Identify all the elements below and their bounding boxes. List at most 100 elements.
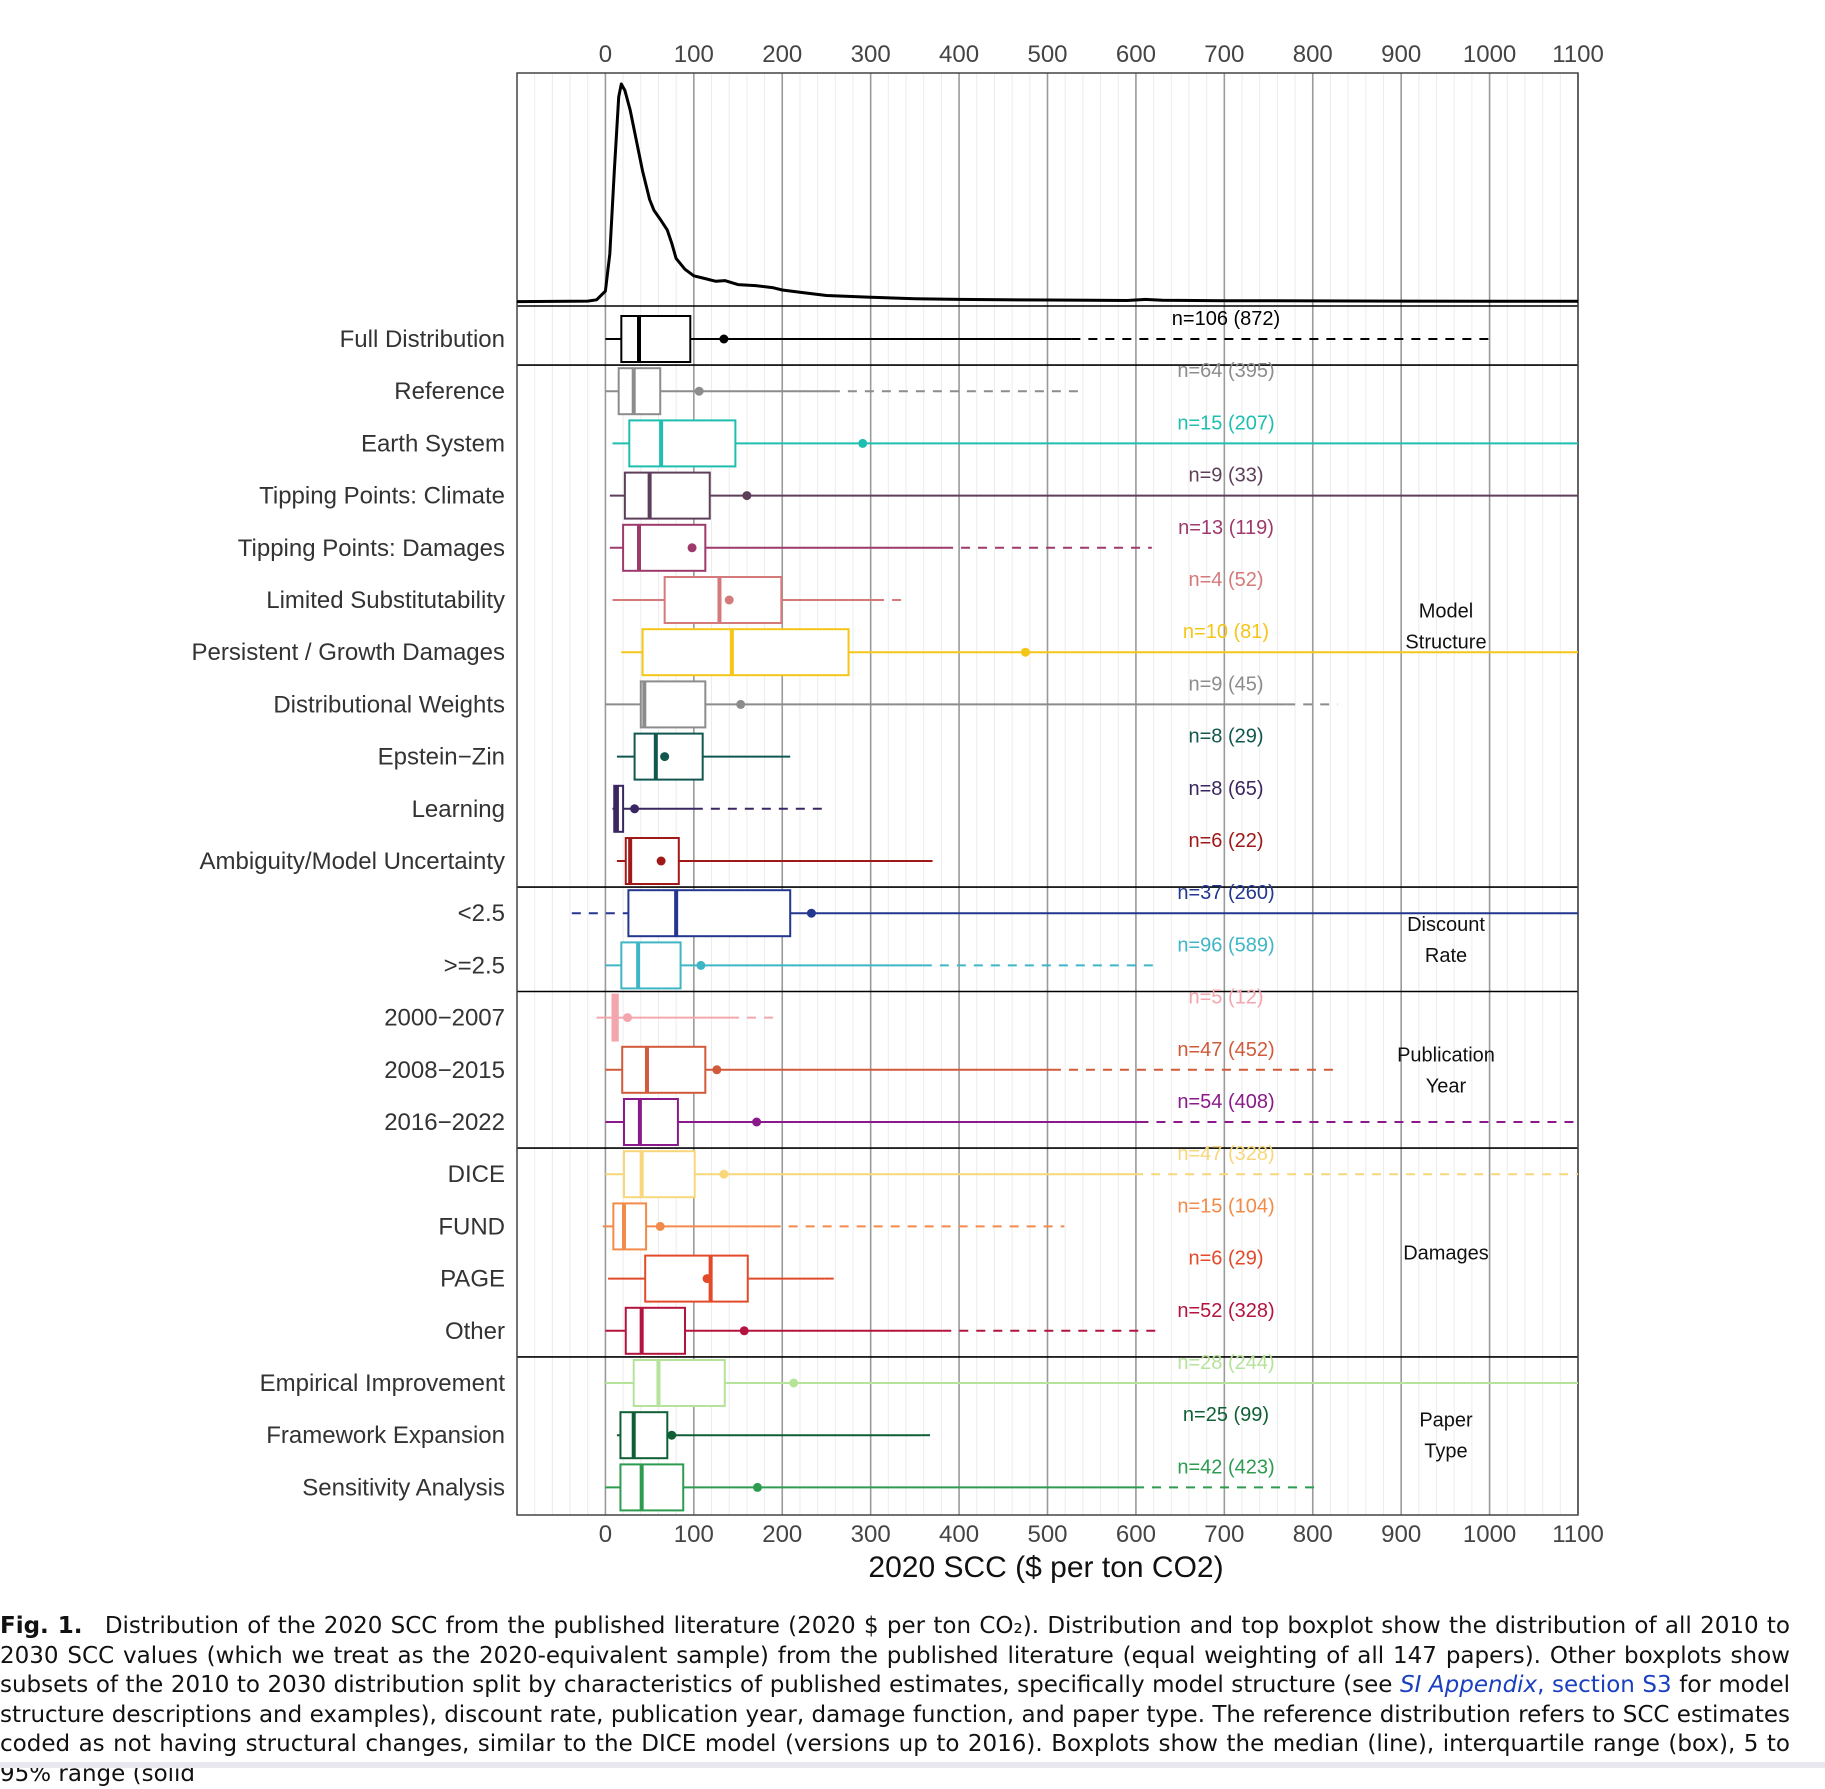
x-tick-label-bottom: 500 [1027, 1521, 1067, 1548]
iqr-box [617, 367, 662, 416]
mean-point [719, 1169, 729, 1179]
mean-point [789, 1378, 799, 1388]
row-label: Learning [412, 796, 505, 823]
sample-size-label: n=37 (260) [1177, 882, 1274, 904]
row-label: Reference [394, 378, 505, 405]
plot-frame [516, 72, 1579, 1516]
row-label: 2008−2015 [384, 1057, 505, 1084]
sample-size-label: n=42 (423) [1177, 1456, 1274, 1478]
x-tick-label-top: 1100 [1552, 41, 1604, 68]
row-label: Tipping Points: Climate [259, 483, 505, 510]
figure-caption: Fig. 1. Distribution of the 2020 SCC fro… [0, 1612, 1790, 1789]
sample-size-label: n=9 (33) [1188, 465, 1263, 487]
mean-point [712, 1065, 722, 1075]
mean-point [630, 804, 640, 814]
iqr-box [623, 471, 711, 520]
mean-point [724, 595, 734, 605]
row-label: 2016−2022 [384, 1109, 505, 1136]
x-tick-label-bottom: 100 [674, 1521, 714, 1548]
group-label: Damages [1403, 1243, 1489, 1265]
sample-size-label: n=5 (12) [1188, 987, 1263, 1009]
mean-point [696, 960, 706, 970]
x-tick-label-top: 100 [674, 41, 714, 68]
sample-size-label: n=96 (589) [1177, 934, 1274, 956]
iqr-box [620, 315, 692, 363]
row-label: Tipping Points: Damages [238, 535, 505, 562]
x-tick-label-bottom: 700 [1204, 1521, 1244, 1548]
group-label: Year [1426, 1075, 1467, 1097]
mean-point [702, 1274, 712, 1284]
mean-point [694, 386, 704, 396]
sample-size-label: n=9 (45) [1188, 673, 1263, 695]
sample-size-label: n=54 (408) [1177, 1091, 1274, 1113]
mean-point [736, 699, 746, 709]
caption-text-2: for model structure descriptions and exa… [0, 1672, 1790, 1787]
mean-point [1020, 647, 1030, 657]
sample-size-label: n=15 (104) [1177, 1195, 1274, 1217]
sample-size-label: n=10 (81) [1183, 621, 1269, 643]
x-tick-label-top: 1000 [1463, 41, 1516, 68]
scc-boxplot-chart: Full Distribution n=106 (872) Reference n=6… [192, 41, 1604, 1584]
row-label: Distributional Weights [273, 691, 505, 718]
x-tick-label-top: 0 [599, 41, 612, 68]
group-label: Discount [1407, 914, 1485, 936]
sample-size-label: n=47 (328) [1177, 1143, 1274, 1165]
mean-point [742, 491, 752, 501]
mean-point [623, 1013, 633, 1023]
group-label: Paper [1419, 1410, 1473, 1432]
row-label: FUND [438, 1213, 505, 1240]
sample-size-label: n=47 (452) [1177, 1039, 1274, 1061]
figure-label: Fig. 1. [0, 1613, 83, 1639]
x-tick-label-top: 900 [1381, 41, 1421, 68]
sample-size-label: n=15 (207) [1177, 412, 1274, 434]
x-tick-label-bottom: 0 [599, 1521, 612, 1548]
iqr-box [624, 1306, 686, 1355]
x-tick-label-bottom: 800 [1293, 1521, 1333, 1548]
row-label: <2.5 [458, 900, 505, 927]
iqr-box [644, 1254, 749, 1303]
x-tick-label-bottom: 400 [939, 1521, 979, 1548]
row-label: Persistent / Growth Damages [192, 639, 505, 666]
x-tick-label-top: 600 [1116, 41, 1156, 68]
iqr-box [624, 837, 680, 885]
x-tick-label-top: 200 [762, 41, 802, 68]
x-tick-label-top: 800 [1293, 41, 1333, 68]
iqr-box [639, 680, 707, 729]
row-label: Empirical Improvement [260, 1370, 506, 1397]
iqr-box [641, 628, 850, 677]
iqr-box [663, 576, 783, 624]
sample-size-label: n=8 (65) [1188, 778, 1263, 800]
sample-size-label: n=6 (29) [1188, 1248, 1263, 1270]
iqr-box [620, 941, 682, 990]
iqr-box [628, 419, 737, 468]
row-label: Full Distribution [340, 326, 505, 353]
sample-size-label: n=52 (328) [1177, 1300, 1274, 1322]
x-tick-label-bottom: 200 [762, 1521, 802, 1548]
row-label: Framework Expansion [266, 1422, 505, 1449]
density-curve [516, 82, 1578, 304]
x-tick-label-bottom: 1100 [1552, 1521, 1604, 1548]
x-tick-label-top: 500 [1027, 41, 1067, 68]
mean-point [752, 1482, 762, 1492]
iqr-box [619, 1463, 685, 1512]
row-label: PAGE [440, 1266, 505, 1293]
horizontal-scrollbar[interactable] [0, 1762, 1825, 1768]
mean-point [719, 334, 729, 344]
mean-point [806, 908, 816, 918]
sample-size-label: n=28 (244) [1177, 1352, 1274, 1374]
x-tick-label-bottom: 300 [851, 1521, 891, 1548]
iqr-box [622, 1150, 696, 1199]
iqr-box [627, 889, 792, 938]
x-tick-label-top: 300 [851, 41, 891, 68]
section-s3-link[interactable]: section S3 [1552, 1672, 1672, 1698]
x-tick-label-bottom: 1000 [1463, 1521, 1516, 1548]
row-label: Earth System [361, 430, 505, 457]
group-label: Publication [1397, 1044, 1495, 1066]
x-axis-title: 2020 SCC ($ per ton CO2) [868, 1551, 1223, 1584]
group-label: Type [1424, 1441, 1467, 1463]
mean-point [667, 1430, 677, 1440]
si-appendix-link[interactable]: SI Appendix [1399, 1672, 1538, 1698]
iqr-box [632, 1359, 726, 1407]
iqr-box [619, 1411, 669, 1460]
group-label: Structure [1405, 632, 1486, 654]
